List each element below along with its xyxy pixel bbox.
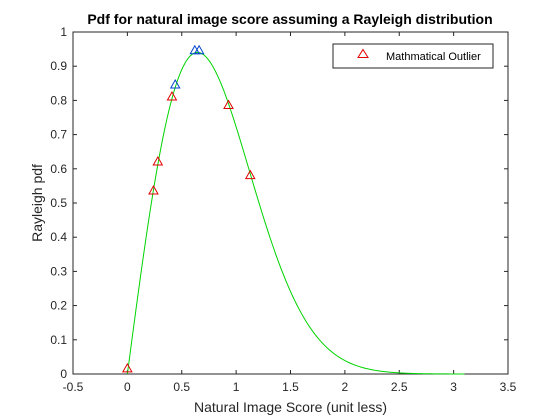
- x-tick-label: -0.5: [63, 380, 84, 394]
- x-tick-label: 0: [124, 380, 131, 394]
- outlier-triangle-marker: [166, 90, 178, 101]
- x-tick-label: 3.5: [500, 380, 517, 394]
- y-tick-label: 0.5: [50, 196, 67, 210]
- y-axis: 0 0.1 0.2 0.3 0.4 0.5 0.6 0.7 0.8 0.9 1: [50, 25, 508, 381]
- blue-triangle-marker: [169, 78, 181, 89]
- y-tick-label: 0.1: [50, 333, 67, 347]
- legend-triangle-icon: [357, 48, 369, 58]
- outlier-triangle-marker: [223, 99, 234, 110]
- x-tick-label: 1.5: [282, 380, 299, 394]
- plot-area: [72, 31, 509, 375]
- x-axis: -0.5 0 0.5 1 1.5 2 2.5 3 3.5: [63, 32, 517, 394]
- y-tick-label: 1: [60, 25, 67, 39]
- data-markers: [122, 44, 256, 373]
- y-tick-label: 0.2: [50, 299, 67, 313]
- x-tick-label: 2: [342, 380, 349, 394]
- x-tick-label: 2.5: [391, 380, 408, 394]
- x-tick-label: 1: [233, 380, 240, 394]
- chart-title: Pdf for natural image score assuming a R…: [87, 11, 492, 27]
- outlier-triangle-marker: [244, 169, 256, 180]
- y-tick-label: 0.4: [50, 230, 67, 244]
- y-tick-label: 0.9: [50, 59, 67, 73]
- rayleigh-curve: [126, 51, 465, 375]
- y-tick-label: 0.6: [50, 162, 67, 176]
- y-tick-label: 0.7: [50, 128, 67, 142]
- outlier-triangle-marker: [122, 362, 133, 373]
- legend-box: [332, 43, 494, 69]
- outlier-triangle-marker: [152, 155, 164, 166]
- y-tick-label: 0.8: [50, 93, 67, 107]
- y-tick-label: 0: [60, 367, 67, 381]
- x-axis-label: Natural Image Score (unit less): [194, 399, 387, 415]
- y-axis-label: Rayleigh pdf: [29, 164, 45, 242]
- x-tick-label: 0.5: [173, 380, 190, 394]
- legend: Mathmatical Outlier: [332, 43, 494, 69]
- y-tick-label: 0.3: [50, 264, 67, 278]
- blue-triangle-marker: [193, 44, 205, 55]
- outlier-triangle-marker: [148, 185, 159, 195]
- legend-entry-label: Mathmatical Outlier: [386, 51, 481, 63]
- x-tick-label: 3: [450, 380, 457, 394]
